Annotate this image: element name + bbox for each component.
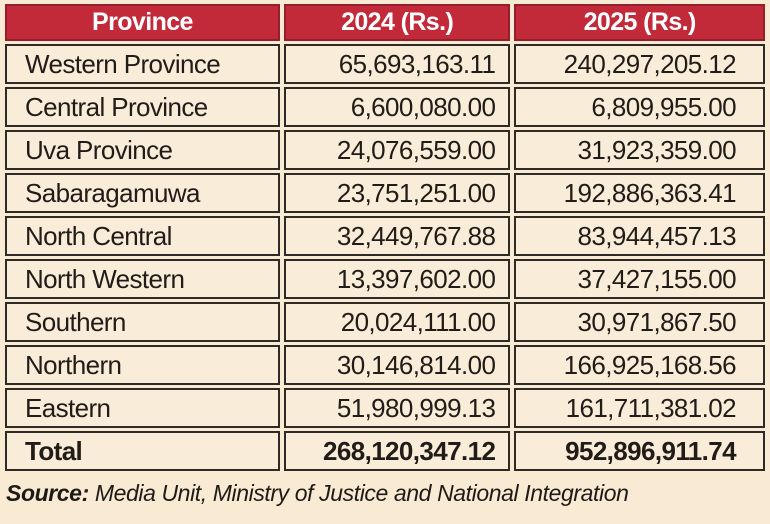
province-cell: Eastern xyxy=(5,388,280,428)
province-cell: Central Province xyxy=(5,87,280,127)
table-header-row: Province 2024 (Rs.) 2025 (Rs.) xyxy=(5,4,765,41)
value-2024-cell: 32,449,767.88 xyxy=(283,216,511,256)
column-header-2024: 2024 (Rs.) xyxy=(283,4,511,41)
province-cell: Northern xyxy=(5,345,280,385)
table-total-row: Total 268,120,347.12 952,896,911.74 xyxy=(5,431,765,471)
value-2025-cell: 240,297,205.12 xyxy=(514,44,765,84)
province-cell: Sabaragamuwa xyxy=(5,173,280,213)
value-2025-cell: 192,886,363.41 xyxy=(514,173,765,213)
province-cell: North Central xyxy=(5,216,280,256)
province-cell: Uva Province xyxy=(5,130,280,170)
table-row: Eastern 51,980,999.13 161,711,381.02 xyxy=(5,388,765,428)
value-2024-cell: 30,146,814.00 xyxy=(283,345,511,385)
table-row: North Western 13,397,602.00 37,427,155.0… xyxy=(5,259,765,299)
value-2025-cell: 30,971,867.50 xyxy=(514,302,765,342)
total-label-cell: Total xyxy=(5,431,280,471)
value-2024-cell: 20,024,111.00 xyxy=(283,302,511,342)
column-header-province: Province xyxy=(5,4,280,41)
province-cell: North Western xyxy=(5,259,280,299)
value-2025-cell: 6,809,955.00 xyxy=(514,87,765,127)
table-row: Southern 20,024,111.00 30,971,867.50 xyxy=(5,302,765,342)
value-2024-cell: 24,076,559.00 xyxy=(283,130,511,170)
table-row: Uva Province 24,076,559.00 31,923,359.00 xyxy=(5,130,765,170)
province-cell: Southern xyxy=(5,302,280,342)
value-2024-cell: 65,693,163.11 xyxy=(283,44,511,84)
value-2025-cell: 83,944,457.13 xyxy=(514,216,765,256)
value-2025-cell: 31,923,359.00 xyxy=(514,130,765,170)
total-2025-cell: 952,896,911.74 xyxy=(514,431,765,471)
value-2025-cell: 161,711,381.02 xyxy=(514,388,765,428)
total-2024-cell: 268,120,347.12 xyxy=(283,431,511,471)
source-note: Source: Media Unit, Ministry of Justice … xyxy=(6,480,770,507)
province-cell: Western Province xyxy=(5,44,280,84)
table-row: North Central 32,449,767.88 83,944,457.1… xyxy=(5,216,765,256)
table-row: Sabaragamuwa 23,751,251.00 192,886,363.4… xyxy=(5,173,765,213)
value-2024-cell: 6,600,080.00 xyxy=(283,87,511,127)
table-row: Northern 30,146,814.00 166,925,168.56 xyxy=(5,345,765,385)
value-2024-cell: 13,397,602.00 xyxy=(283,259,511,299)
province-funds-table: Province 2024 (Rs.) 2025 (Rs.) Western P… xyxy=(1,1,769,474)
value-2025-cell: 37,427,155.00 xyxy=(514,259,765,299)
table-row: Central Province 6,600,080.00 6,809,955.… xyxy=(5,87,765,127)
table-row: Western Province 65,693,163.11 240,297,2… xyxy=(5,44,765,84)
value-2024-cell: 51,980,999.13 xyxy=(283,388,511,428)
value-2025-cell: 166,925,168.56 xyxy=(514,345,765,385)
value-2024-cell: 23,751,251.00 xyxy=(283,173,511,213)
column-header-2025: 2025 (Rs.) xyxy=(514,4,765,41)
source-text: Media Unit, Ministry of Justice and Nati… xyxy=(88,480,629,506)
source-label: Source: xyxy=(6,480,89,506)
